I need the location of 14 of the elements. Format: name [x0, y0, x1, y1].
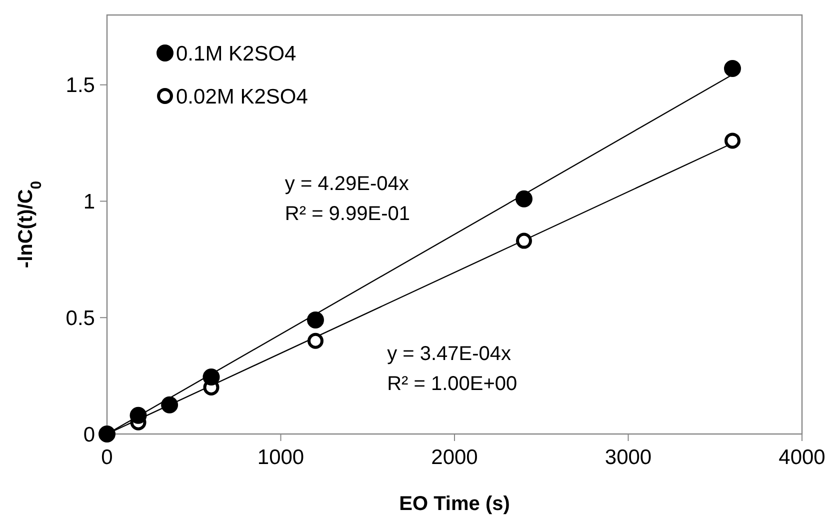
y-tick-label: 1 — [83, 190, 95, 214]
x-axis-title: EO Time (s) — [399, 493, 510, 515]
x-tick-label: 1000 — [257, 446, 304, 469]
x-tick-label: 0 — [101, 446, 113, 469]
x-tick-label: 2000 — [431, 446, 478, 469]
legend-label: 0.1M K2SO4 — [176, 42, 297, 66]
x-tick-label: 3000 — [604, 446, 652, 469]
y-tick-label: 1.5 — [66, 74, 95, 98]
y-tick-label: 0 — [83, 423, 95, 446]
y-tick-label: 0.5 — [66, 306, 95, 330]
annotation: y = 3.47E-04x R² = 1.00E+00 — [387, 342, 518, 395]
legend-label: 0.02M K2SO4 — [176, 85, 308, 108]
annotation: y = 4.29E-04x R² = 9.99E-01 — [284, 173, 410, 226]
x-tick-label: 4000 — [778, 446, 826, 469]
